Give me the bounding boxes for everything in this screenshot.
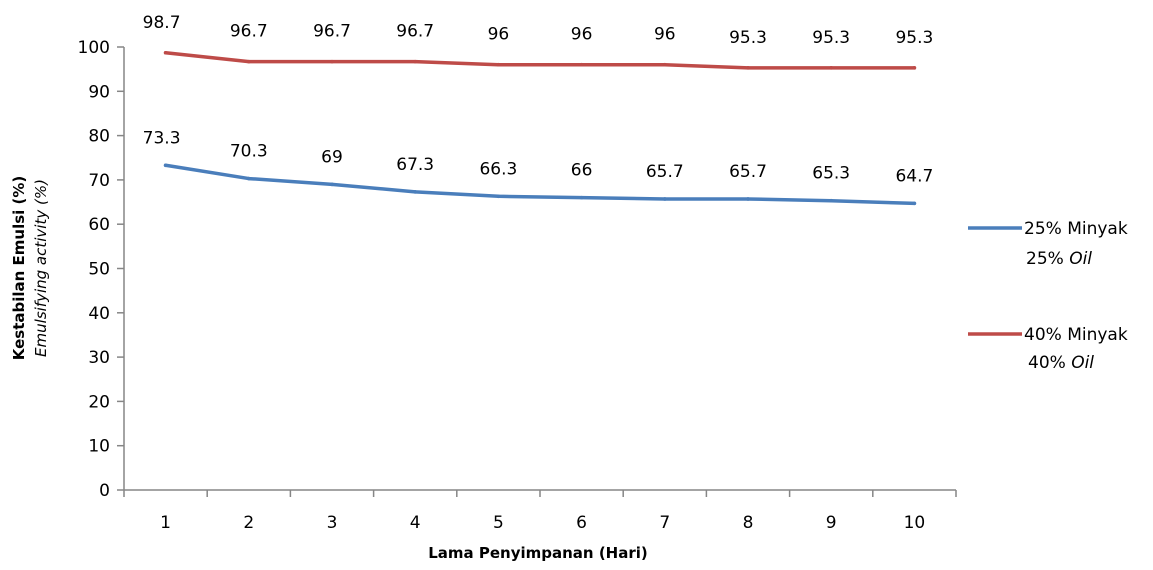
x-tick-label: 5 xyxy=(493,513,504,533)
data-point xyxy=(746,66,750,70)
data-label: 65.3 xyxy=(812,164,850,184)
data-label: 69 xyxy=(321,147,343,167)
y-tick-label: 0 xyxy=(99,481,110,501)
y-tick-label: 40 xyxy=(88,304,110,324)
data-label: 96 xyxy=(488,25,510,45)
x-tick-label: 1 xyxy=(160,513,171,533)
y-tick-label: 80 xyxy=(88,127,110,147)
data-point xyxy=(912,66,917,70)
y-tick-label: 100 xyxy=(78,38,110,58)
data-point xyxy=(579,195,584,200)
data-label: 98.7 xyxy=(143,13,181,33)
x-axis-title: Lama Penyimpanan (Hari) xyxy=(428,544,648,562)
data-point xyxy=(663,62,667,67)
data-point xyxy=(163,50,168,55)
x-tick-label: 10 xyxy=(904,513,926,533)
data-point xyxy=(413,59,418,64)
data-label: 66.3 xyxy=(479,159,517,179)
legend-item-25-minyak: 25% Minyak 25% Oil xyxy=(968,219,1128,269)
data-label: 96 xyxy=(654,25,676,45)
series-line-40-minyak xyxy=(163,51,917,70)
data-point xyxy=(912,201,917,206)
x-tick-label: 8 xyxy=(743,513,754,533)
legend: 25% Minyak 25% Oil 40% Minyak 40% Oil xyxy=(968,219,1128,373)
series-line-25-minyak xyxy=(163,163,917,206)
y-axis-title-secondary: Emulsifying activity (%) xyxy=(32,179,50,357)
x-tick-label: 2 xyxy=(243,513,254,533)
legend-item-40-minyak: 40% Minyak 40% Oil xyxy=(968,325,1128,373)
x-tick-label: 6 xyxy=(576,513,587,533)
data-point xyxy=(829,66,833,70)
y-tick-label: 20 xyxy=(88,392,110,412)
data-labels: 73.3 70.3 69 67.3 66.3 66 65.7 65.7 65.3 64.7 98.7… xyxy=(143,13,934,187)
data-label: 95.3 xyxy=(895,28,933,48)
data-label: 70.3 xyxy=(230,142,268,162)
data-label: 96.7 xyxy=(230,22,268,42)
series-layer xyxy=(163,50,917,206)
data-point xyxy=(579,62,584,67)
data-label: 65.7 xyxy=(646,162,684,182)
data-label: 73.3 xyxy=(143,128,181,148)
y-axis-title: Kestabilan Emulsi (%) xyxy=(10,176,28,361)
data-point xyxy=(163,163,168,168)
data-point xyxy=(663,197,667,201)
x-tick-label: 7 xyxy=(659,513,670,533)
data-label: 96 xyxy=(571,25,593,45)
data-point xyxy=(330,182,334,187)
legend-sublabel: 40% Oil xyxy=(1028,353,1094,373)
data-point xyxy=(247,59,251,64)
y-tick-label: 70 xyxy=(88,171,110,191)
y-tick-label: 90 xyxy=(88,82,110,102)
data-label: 65.7 xyxy=(729,162,767,182)
axes: 0 10 20 30 40 50 60 70 80 90 100 1 2 3 4 5 6 7 8 9 10 xyxy=(78,38,957,533)
y-tick-label: 10 xyxy=(88,437,110,457)
y-tick-label: 60 xyxy=(88,215,110,235)
legend-sublabel: 25% Oil xyxy=(1026,249,1092,269)
data-label: 67.3 xyxy=(396,155,434,175)
legend-label: 40% Minyak xyxy=(1024,325,1128,345)
data-point xyxy=(496,62,501,67)
data-label: 66 xyxy=(571,161,593,181)
x-tick-label: 4 xyxy=(410,513,421,533)
data-point xyxy=(496,194,501,199)
legend-label: 25% Minyak xyxy=(1024,219,1128,239)
data-point xyxy=(829,198,833,203)
data-point xyxy=(330,59,334,64)
y-tick-label: 50 xyxy=(88,260,110,280)
data-point xyxy=(247,176,251,181)
data-label: 95.3 xyxy=(812,28,850,48)
data-label: 96.7 xyxy=(396,22,434,42)
x-tick-label: 3 xyxy=(327,513,338,533)
data-point xyxy=(746,197,750,201)
data-label: 64.7 xyxy=(895,166,933,186)
data-label: 96.7 xyxy=(313,22,351,42)
data-label: 95.3 xyxy=(729,28,767,48)
data-point xyxy=(413,190,418,194)
y-tick-label: 30 xyxy=(88,348,110,368)
x-tick-label: 9 xyxy=(826,513,837,533)
